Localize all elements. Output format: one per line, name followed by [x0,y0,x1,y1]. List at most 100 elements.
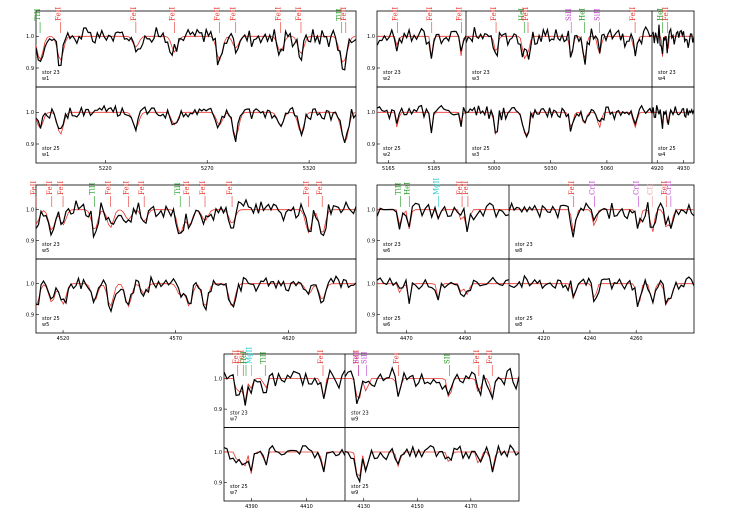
line-id-label: FeII [340,7,348,21]
model-spectrum-line [509,209,694,232]
model-spectrum-line [345,378,519,399]
line-id-label: FeII [486,350,494,364]
line-id-label: SII [443,353,451,364]
panel-frame [376,10,695,88]
line-id-label: FeII [455,7,463,21]
y-tick-label: 0.9 [26,66,34,72]
observed-spectrum-line [652,24,694,55]
line-id-label: FeI [393,352,401,364]
y-tick-label: 1.0 [214,450,222,456]
line-id-label: SiII [593,8,601,21]
star-label: stor 25 [42,316,60,322]
region-label: w3 [472,152,479,158]
star-label: stor 23 [515,242,533,248]
region-label: w8 [515,322,522,328]
star-label: stor 25 [383,146,401,152]
line-id-label: MgII [433,178,441,195]
x-tick-label: 4410 [300,504,313,510]
star-label: stor 23 [383,242,401,248]
line-id-label: TiII [394,182,402,195]
region-label: w7 [230,490,237,496]
panel-frame [376,258,695,334]
y-tick-label: 0.9 [26,238,34,244]
x-tick-label: 4470 [400,336,413,342]
x-tick-label: 5165 [382,166,395,172]
y-tick-label: 1.0 [26,281,34,287]
star-label: stor 25 [383,316,401,322]
line-id-label: FeII [122,181,130,195]
y-tick-label: 1.0 [367,34,375,40]
y-tick-label: 1.0 [214,376,222,382]
y-tick-label: 1.0 [26,110,34,116]
line-id-label: FeII [30,181,38,195]
line-id-label: CrII [589,181,597,195]
star-label: stor 23 [230,411,248,417]
x-tick-label: 4390 [245,504,258,510]
observed-spectrum-line [377,27,466,59]
y-tick-label: 0.9 [214,407,222,413]
x-tick-label: 4150 [411,504,424,510]
x-tick-label: 4520 [57,336,70,342]
line-id-label: FeII [392,7,400,21]
star-label: stor 23 [383,70,401,76]
line-id-label: SiII [565,8,573,21]
star-label: stor 23 [42,70,60,76]
region-label: w6 [383,248,390,254]
y-tick-label: 0.9 [367,142,375,148]
model-spectrum-line [466,35,652,60]
y-tick-label: 1.0 [26,34,34,40]
panel-frame [223,353,520,428]
star-label: stor 23 [42,242,60,248]
observed-spectrum-line [36,198,356,240]
region-label: w8 [515,248,522,254]
line-id-label: HeI [518,8,526,21]
line-id-label: FeII [232,350,240,364]
line-id-label: FeII [352,350,360,364]
y-tick-label: 1.0 [367,207,375,213]
line-id-label: CrII [633,181,641,195]
panel-frame [35,184,357,260]
line-id-label: FeII [295,7,303,21]
star-label: stor 25 [230,484,248,490]
x-tick-label: 4930 [677,166,690,172]
line-id-label: HeI [403,182,411,195]
line-id-label: CII [646,184,654,195]
panel-frame [35,10,357,88]
y-tick-label: 0.9 [367,238,375,244]
y-tick-label: 1.0 [367,110,375,116]
observed-spectrum-line [509,274,694,307]
line-id-label: FeII [317,350,325,364]
panel-frame [376,86,695,164]
line-id-label: MgII [246,347,254,364]
observed-spectrum-line [377,276,509,304]
x-tick-label: 4240 [584,336,597,342]
line-id-label: FeII [426,7,434,21]
line-id-label: FeII [660,181,668,195]
observed-spectrum-line [652,105,694,129]
line-id-label: FeII [57,181,65,195]
observed-spectrum-line [377,104,466,134]
line-id-label: SiII [360,351,368,364]
star-label: stor 23 [658,70,676,76]
panel-frame [223,427,520,502]
line-id-label: TiII [89,182,97,195]
model-spectrum-line [345,451,519,477]
region-label: w7 [230,417,237,423]
model-spectrum-line [377,35,466,58]
line-id-label: FeII [199,181,207,195]
observed-spectrum-line [345,366,519,404]
x-tick-label: 4130 [357,504,370,510]
x-tick-label: 4920 [651,166,664,172]
x-tick-label: 4490 [459,336,472,342]
region-label: w6 [383,322,390,328]
line-id-label: FeII [183,181,191,195]
line-id-label: FeII [303,181,311,195]
observed-spectrum-line [466,25,652,65]
region-label: w1 [42,152,49,158]
model-spectrum-line [36,283,356,308]
line-id-label: TiII [259,351,267,364]
star-label: stor 23 [351,411,369,417]
region-label: w5 [42,322,49,328]
